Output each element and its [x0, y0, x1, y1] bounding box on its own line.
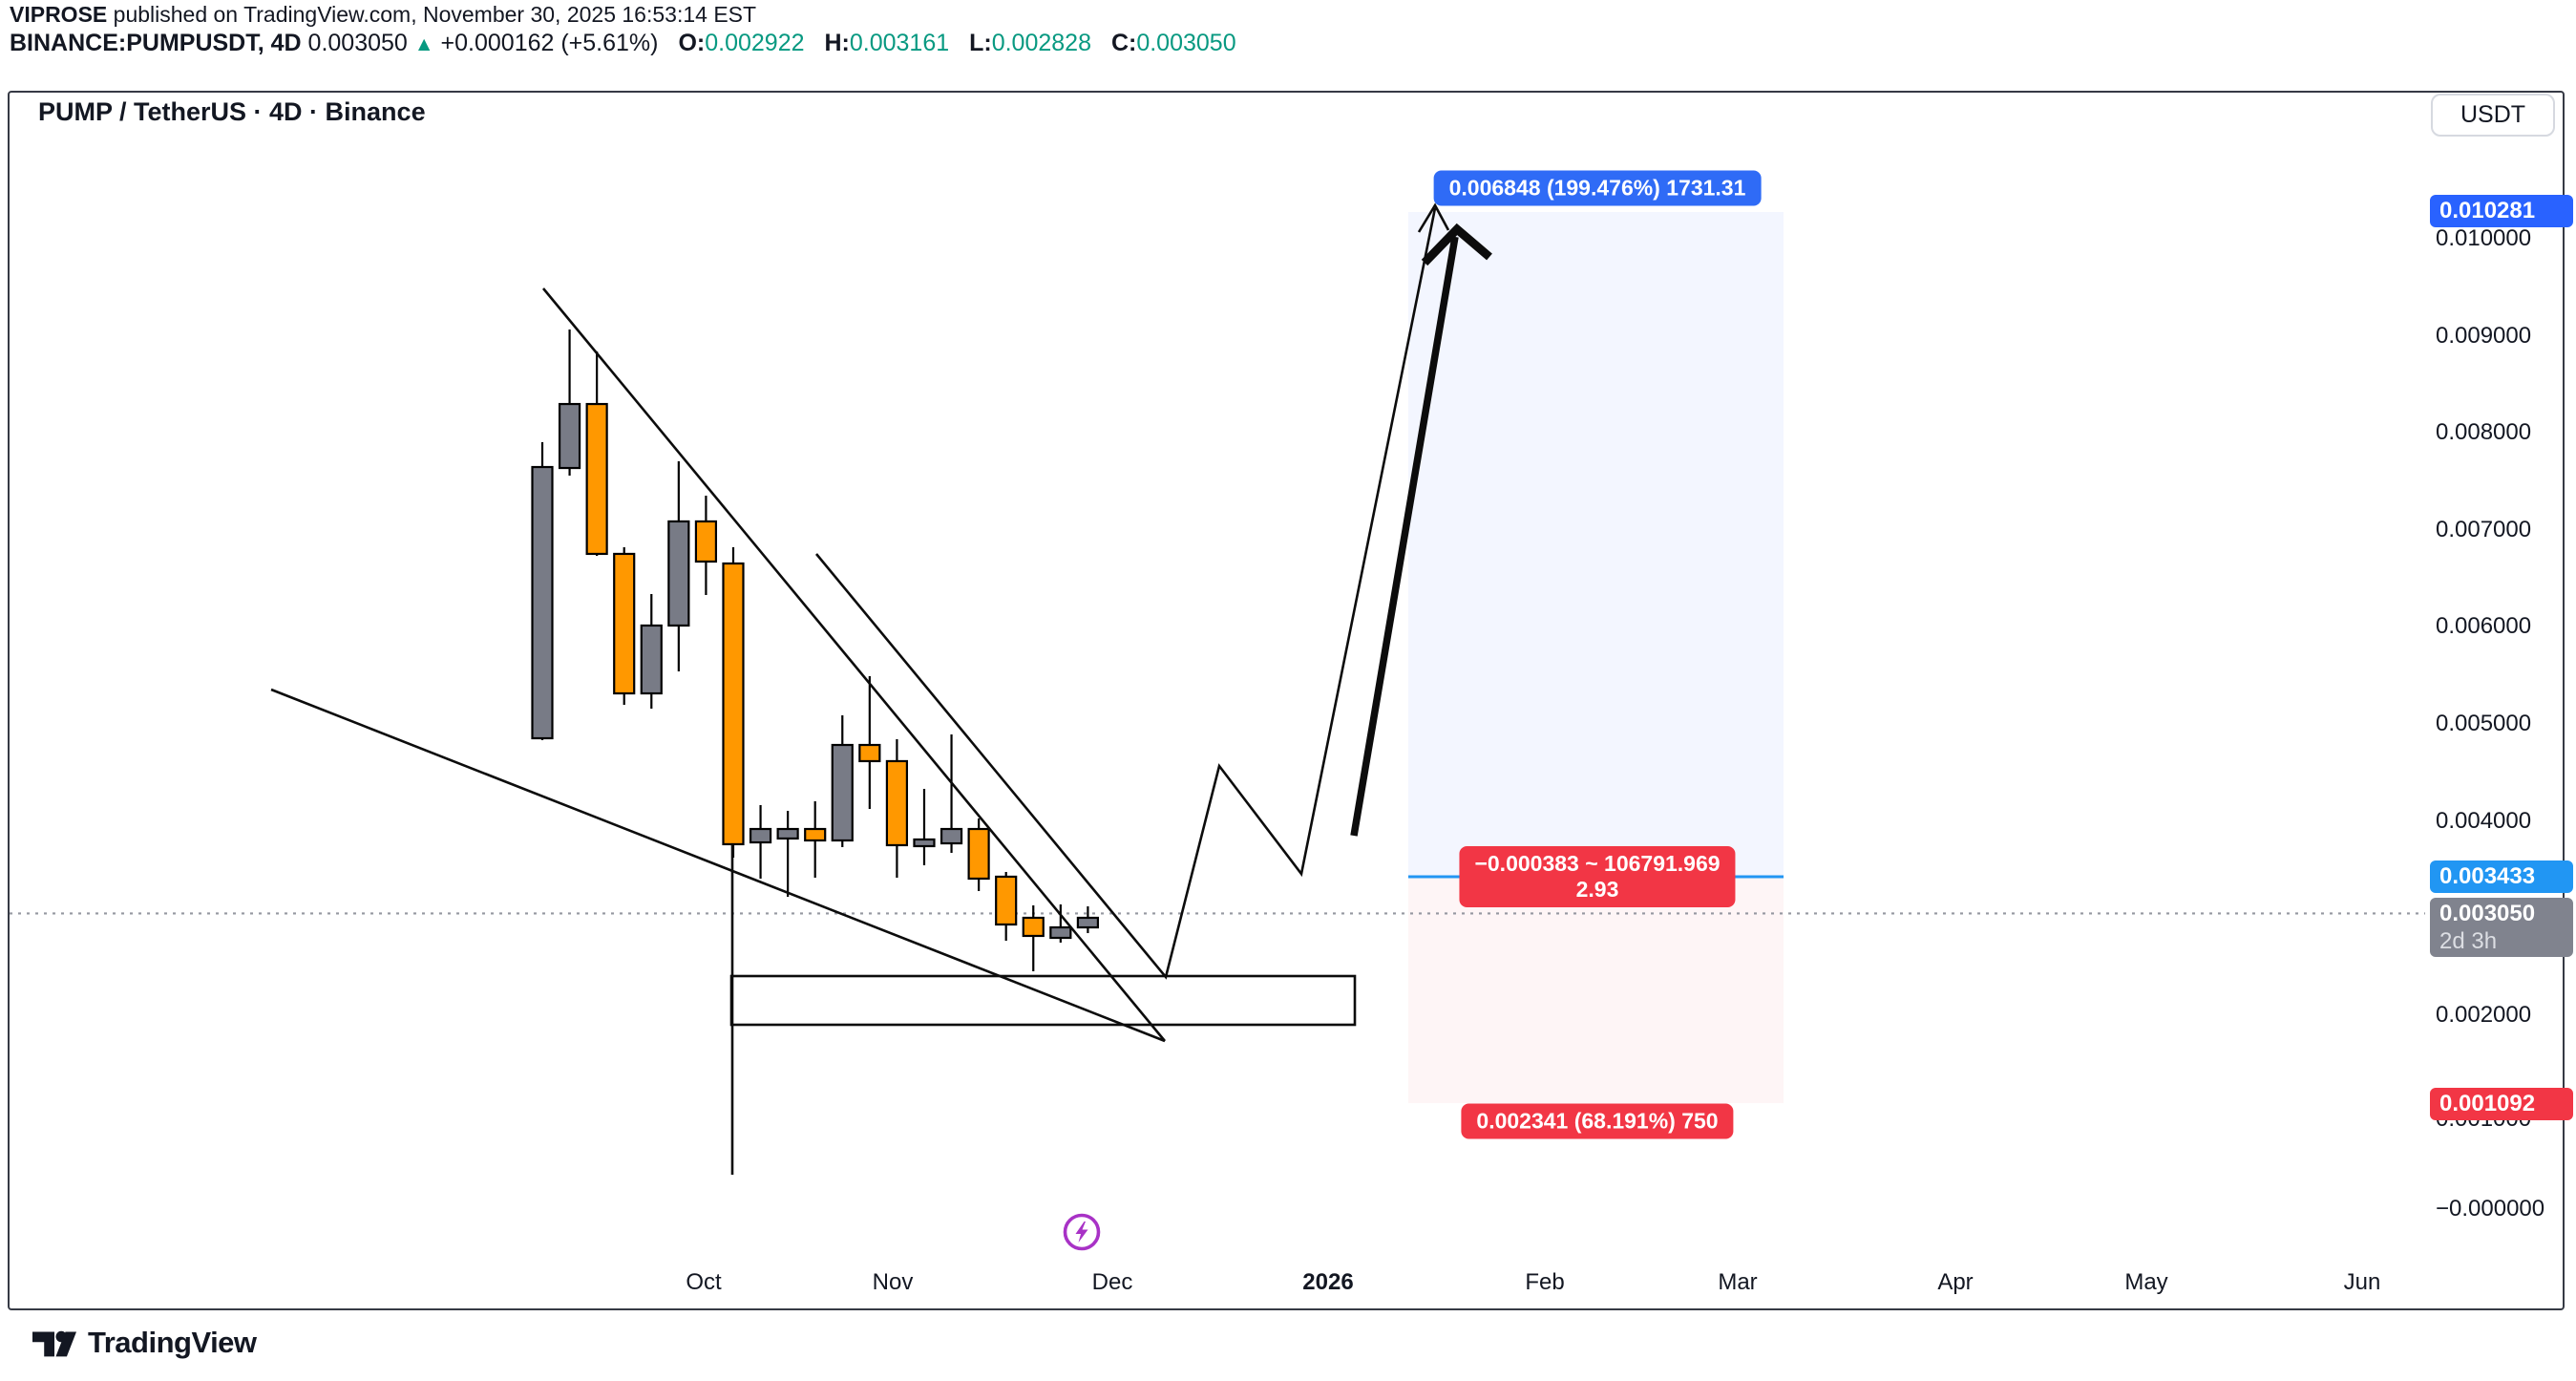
candle-up — [558, 402, 581, 470]
price-tick-label: 0.010000 — [2436, 225, 2532, 251]
candle-up — [1076, 916, 1100, 929]
close-value: 0.003050 — [1136, 30, 1236, 56]
candle-down — [885, 759, 909, 847]
long-position-stop-label[interactable]: 0.002341 (68.191%) 750 — [1461, 1103, 1734, 1139]
candle-up — [776, 827, 799, 840]
candle-down — [995, 875, 1018, 926]
time-tick-label: Apr — [1937, 1269, 1974, 1295]
candle-down — [1022, 916, 1045, 938]
entry-label-line2: 2.93 — [1575, 877, 1619, 902]
symbol-name: BINANCE:PUMPUSDT, 4D — [10, 30, 302, 56]
candle-up — [831, 743, 854, 842]
symbol-status-row: BINANCE:PUMPUSDT, 4D 0.003050 ▲ +0.00016… — [10, 30, 1236, 57]
price-tick-label: 0.008000 — [2436, 419, 2532, 445]
candle-up — [1049, 925, 1072, 940]
forecast-zigzag-line — [814, 207, 1437, 980]
long-position-target-label[interactable]: 0.006848 (199.476%) 1731.31 — [1433, 170, 1762, 206]
lightning-icon[interactable] — [1061, 1211, 1103, 1253]
publish-info: VIPROSE published on TradingView.com, No… — [10, 2, 756, 28]
thick-arrow-line — [1350, 236, 1459, 837]
countdown-label: 2d 3h — [2439, 928, 2498, 954]
open-value: 0.002922 — [705, 30, 805, 56]
time-tick-label: Mar — [1718, 1269, 1758, 1295]
close-label: C: — [1110, 30, 1137, 56]
candle-up — [749, 827, 772, 844]
tradingview-logo[interactable]: TradingView — [32, 1326, 257, 1360]
price-axis-pill: 0.003433 — [2430, 860, 2573, 893]
price-tick-label: 0.005000 — [2436, 711, 2532, 736]
time-tick-label: 2026 — [1302, 1269, 1354, 1295]
price-tick-label: 0.002000 — [2436, 1002, 2532, 1028]
last-price: 0.003050 — [307, 30, 408, 56]
price-axis-pill: 0.003050 2d 3h — [2430, 898, 2573, 957]
candle-down — [613, 552, 636, 695]
low-value: 0.002828 — [991, 30, 1091, 56]
chart-title: PUMP / TetherUS · 4D · Binance — [38, 97, 426, 126]
author-name: VIPROSE — [10, 2, 108, 27]
candle-down — [722, 562, 745, 846]
time-tick-label: Dec — [1091, 1269, 1133, 1295]
candle-down — [694, 520, 718, 563]
open-label: O: — [678, 30, 706, 56]
price-axis-pill: 0.001092 — [2430, 1088, 2573, 1120]
thin-arrowhead-icon — [1417, 202, 1450, 233]
publish-text: published on TradingView.com, November 3… — [107, 2, 757, 27]
time-tick-label: May — [2124, 1269, 2168, 1295]
candle-up — [940, 827, 963, 845]
long-position-entry-label[interactable]: −0.000383 ~ 106791.969 2.93 — [1459, 846, 1736, 907]
support-rectangle — [729, 974, 1357, 1027]
tradingview-wordmark: TradingView — [88, 1326, 257, 1359]
candle-down — [967, 827, 990, 881]
wedge-lower-trendline — [270, 688, 1166, 1043]
price-change: +0.000162 (+5.61%) — [440, 30, 659, 56]
price-tick-label: 0.009000 — [2436, 323, 2532, 349]
candle-up — [640, 624, 663, 695]
up-triangle-icon: ▲ — [413, 33, 434, 55]
price-tick-label: 0.007000 — [2436, 517, 2532, 542]
price-tick-label: 0.006000 — [2436, 613, 2532, 639]
candle-down — [585, 402, 608, 556]
candle-up — [667, 520, 690, 627]
price-tick-label: 0.004000 — [2436, 808, 2532, 834]
candle-down — [858, 743, 881, 763]
time-tick-label: Oct — [686, 1269, 722, 1295]
long-position-loss-zone — [1408, 877, 1784, 1103]
price-axis-pill: 0.010281 — [2430, 195, 2573, 227]
wedge-upper-trendline — [541, 287, 1167, 1042]
time-tick-label: Nov — [872, 1269, 914, 1295]
long-position-profit-zone — [1408, 212, 1784, 877]
thick-arrowhead-icon — [1421, 223, 1492, 266]
candle-up — [531, 465, 554, 740]
high-label: H: — [824, 30, 850, 56]
tradingview-mark-icon — [32, 1330, 76, 1357]
time-tick-label: Feb — [1525, 1269, 1565, 1295]
currency-toggle-button[interactable]: USDT — [2431, 94, 2555, 137]
chart-frame — [8, 91, 2565, 1310]
time-tick-label: Jun — [2343, 1269, 2381, 1295]
low-label: L: — [969, 30, 992, 56]
candle-down — [804, 827, 827, 842]
entry-label-line1: −0.000383 ~ 106791.969 — [1474, 851, 1721, 876]
price-tick-label: −0.000000 — [2436, 1196, 2545, 1222]
high-value: 0.003161 — [849, 30, 950, 56]
candle-up — [913, 838, 936, 848]
